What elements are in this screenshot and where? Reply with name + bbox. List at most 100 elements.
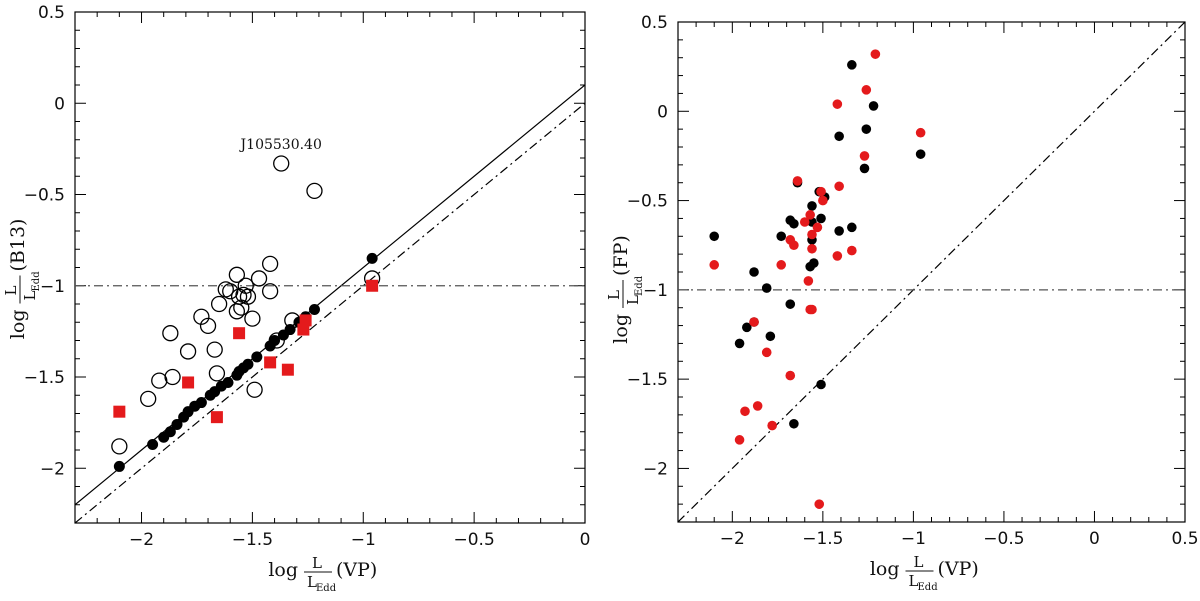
data-point-filled-circle [195, 397, 207, 409]
data-point-filled-circle [749, 267, 759, 277]
data-point-filled-circle [832, 99, 843, 109]
data-point-open-circle [111, 438, 128, 455]
data-point-square [281, 363, 294, 376]
x-axis-label-denominator: L [909, 572, 919, 590]
x-tick-label: 0 [1089, 529, 1100, 549]
data-point-filled-circle [734, 338, 745, 349]
data-point-filled-circle [861, 85, 872, 95]
x-tick-label: −0.5 [983, 529, 1024, 549]
data-point-filled-circle [816, 213, 826, 224]
data-point-filled-circle [734, 435, 745, 445]
data-point-open-circle [206, 341, 223, 358]
data-point-open-circle [228, 303, 246, 320]
data-point-filled-circle [818, 195, 828, 206]
data-point-square [297, 323, 310, 336]
data-point-filled-circle [812, 222, 823, 233]
y-axis-label-log: log [610, 314, 632, 344]
one-to-one-line [75, 102, 585, 523]
data-point-filled-circle [816, 186, 826, 197]
data-point-open-circle [208, 365, 226, 382]
y-tick-label: 0.5 [38, 3, 65, 23]
data-point-filled-circle [749, 317, 759, 327]
y-tick-label: 0.5 [641, 13, 668, 33]
y-axis-label-denominator: L [624, 295, 642, 305]
data-point-open-circle [199, 317, 217, 335]
x-tick-label: −1 [351, 530, 376, 550]
y-tick-label: −0.5 [24, 186, 65, 206]
data-point-filled-circle [147, 439, 159, 451]
data-point-filled-circle [799, 217, 810, 227]
data-point-open-circle [193, 308, 210, 325]
data-point-filled-circle [789, 418, 799, 429]
data-point-filled-circle [792, 176, 803, 186]
data-point-square [264, 356, 277, 369]
data-point-filled-circle [242, 358, 254, 370]
data-point-filled-circle [709, 260, 720, 270]
x-axis-label-subscript: Edd [918, 582, 939, 593]
data-point-open-circle [140, 390, 157, 408]
data-point-filled-circle [785, 370, 796, 381]
x-axis-label-numerator: L [312, 554, 322, 572]
one-to-one-line [678, 22, 1185, 522]
data-point-filled-circle [805, 261, 815, 272]
data-point-open-circle [228, 266, 246, 283]
data-point-filled-circle [834, 226, 844, 236]
data-point-filled-circle [113, 460, 125, 472]
data-point-filled-circle [308, 303, 320, 315]
data-point-filled-circle [859, 163, 870, 174]
data-point-filled-circle [834, 181, 844, 192]
data-point-filled-circle [761, 283, 772, 293]
y-tick-label: −2 [40, 459, 65, 479]
data-point-open-circle [239, 288, 257, 305]
x-tick-label: −1 [901, 529, 926, 549]
data-point-filled-circle [251, 351, 263, 363]
data-point-square [233, 327, 246, 340]
data-point-open-circle [261, 255, 279, 273]
x-tick-label: 0 [580, 530, 591, 550]
data-point-filled-circle [915, 127, 926, 138]
data-point-open-circle [237, 277, 254, 294]
data-point-filled-circle [807, 201, 817, 211]
data-point-filled-circle [816, 379, 826, 390]
data-point-filled-circle [776, 260, 787, 270]
x-tick-label: −2 [720, 529, 745, 549]
data-point-filled-circle [814, 499, 825, 509]
series-0 [709, 60, 926, 429]
data-point-filled-circle [164, 426, 176, 438]
data-point-filled-circle [805, 304, 815, 315]
data-point-filled-circle [861, 124, 872, 134]
axis-ticks [75, 11, 586, 523]
y-tick-label: −2 [643, 459, 668, 479]
data-point-open-circle [246, 381, 263, 398]
y-tick-label: 0 [54, 94, 65, 114]
x-axis-label-paren: (VP) [938, 558, 979, 580]
y-tick-label: −1.5 [24, 368, 65, 388]
data-point-open-circle [164, 368, 181, 386]
point-annotation: J105530.40 [239, 137, 322, 153]
y-axis-label-subscript: Edd [31, 271, 42, 292]
data-point-filled-circle [740, 406, 750, 417]
data-point-open-circle [162, 325, 179, 342]
data-point-filled-circle [776, 231, 787, 242]
x-axis-label-paren: (VP) [336, 559, 377, 581]
x-tick-label: 0.5 [1171, 529, 1198, 549]
x-axis-label-log: log [268, 559, 298, 581]
x-axis-label-subscript: Edd [316, 583, 337, 594]
data-point-square [366, 279, 379, 292]
y-tick-label: 0 [657, 102, 668, 122]
y-tick-label: −1.5 [627, 370, 668, 390]
x-axis-label-numerator: L [914, 553, 924, 571]
x-tick-label: −1.5 [802, 529, 843, 549]
y-axis-label-denominator: L [21, 291, 39, 301]
series-2 [113, 279, 379, 424]
data-point-filled-circle [752, 401, 763, 411]
y-axis-label-subscript: Edd [634, 275, 645, 296]
data-point-filled-circle [915, 149, 926, 159]
data-point-filled-circle [709, 231, 720, 242]
left-scatter-panel: −2 −1.5 −1 −0.5 0 0.5 0 −0.5 −1 −1.5 −2 J105530.40 l… [2, 3, 590, 594]
data-point-filled-circle [742, 322, 752, 333]
